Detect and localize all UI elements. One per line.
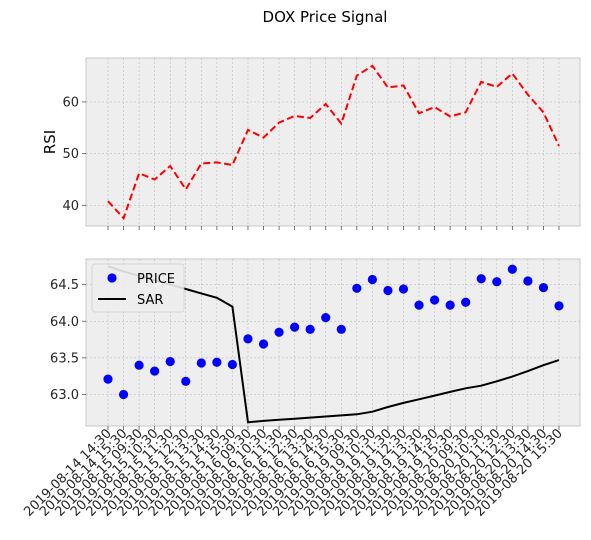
price-point <box>352 283 362 293</box>
y-tick-label: 64.0 <box>50 315 79 330</box>
legend-label: SAR <box>137 293 163 308</box>
price-point <box>367 274 377 285</box>
price-point <box>181 376 191 386</box>
rsi-panel: 40 50 60 RSI <box>41 57 581 230</box>
y-axis-label: RSI <box>41 130 59 154</box>
rsi-line <box>107 64 560 221</box>
price-point <box>554 301 564 311</box>
price-point <box>383 285 393 296</box>
y-tick-label: 50 <box>62 147 79 162</box>
price-point <box>290 322 300 332</box>
price-point <box>538 282 549 293</box>
legend-marker <box>107 273 117 283</box>
price-point <box>165 356 175 367</box>
price-point <box>150 366 160 376</box>
price-point <box>461 297 471 307</box>
price-point <box>243 334 253 344</box>
price-point <box>476 274 486 284</box>
y-tick-label: 63.5 <box>50 351 79 366</box>
y-tick-label: 60 <box>62 95 79 110</box>
price-point <box>523 276 533 286</box>
price-point <box>258 339 269 349</box>
price-point <box>321 312 331 323</box>
legend: PRICE SAR <box>91 263 185 313</box>
price-point <box>134 360 144 370</box>
y-tick-label: 40 <box>62 199 79 214</box>
price-point <box>429 295 440 305</box>
price-point <box>507 264 517 274</box>
price-point <box>492 277 502 287</box>
price-point <box>414 300 424 310</box>
chart-title: DOX Price Signal <box>263 8 388 26</box>
price-point <box>196 358 206 368</box>
plot-area <box>85 57 581 227</box>
legend-label: PRICE <box>137 272 175 287</box>
price-point <box>103 374 113 384</box>
price-point <box>305 324 315 334</box>
price-point <box>118 389 129 400</box>
price-point <box>398 284 409 294</box>
price-panel: 63.0 63.5 64.0 64.5 PRICE SAR <box>50 258 581 430</box>
price-point <box>445 300 455 310</box>
y-tick-label: 63.0 <box>50 388 79 403</box>
price-point <box>227 359 238 370</box>
y-tick-label: 64.5 <box>50 278 79 293</box>
price-point <box>274 327 284 337</box>
price-point <box>212 357 222 367</box>
price-point <box>336 324 346 334</box>
